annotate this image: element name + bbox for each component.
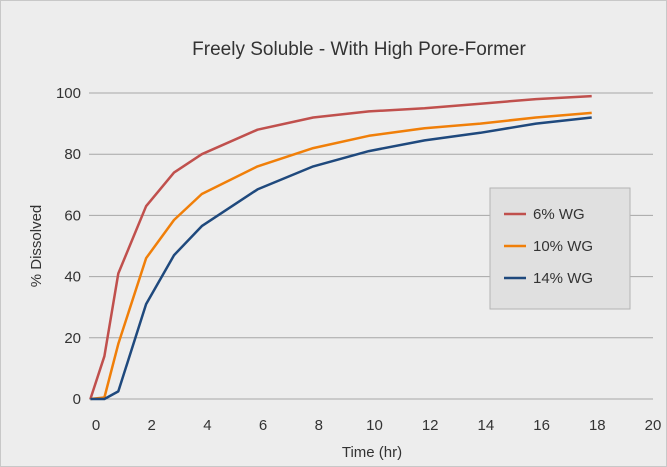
legend-label: 14% WG xyxy=(533,270,593,287)
chart-title: Freely Soluble - With High Pore-Former xyxy=(192,39,526,60)
y-tick-label: 100 xyxy=(56,85,81,102)
y-tick-label: 0 xyxy=(73,391,81,408)
y-tick-label: 80 xyxy=(64,146,81,163)
series-lines xyxy=(89,94,592,401)
x-tick-label: 14 xyxy=(478,417,495,434)
x-axis-ticks: 0 2 4 6 8 10 12 14 16 18 20 xyxy=(92,417,662,434)
x-axis-label: Time (hr) xyxy=(342,444,402,461)
y-tick-label: 40 xyxy=(64,269,81,286)
x-tick-label: 6 xyxy=(259,417,267,434)
legend-label: 10% WG xyxy=(533,238,593,255)
legend-box xyxy=(489,187,631,310)
x-tick-label: 10 xyxy=(366,417,383,434)
x-tick-label: 0 xyxy=(92,417,100,434)
y-axis-ticks: 0 20 40 60 80 100 xyxy=(56,85,81,408)
y-tick-label: 20 xyxy=(64,330,81,347)
x-tick-label: 12 xyxy=(422,417,439,434)
series-line-2 xyxy=(90,111,592,401)
x-tick-label: 18 xyxy=(589,417,606,434)
x-tick-label: 20 xyxy=(645,417,662,434)
y-axis-label: % Dissolved xyxy=(28,205,45,288)
x-tick-label: 4 xyxy=(203,417,211,434)
legend: 6% WG 10% WG 14% WG xyxy=(489,187,631,310)
x-tick-label: 2 xyxy=(148,417,156,434)
y-tick-label: 60 xyxy=(64,207,81,224)
x-tick-label: 8 xyxy=(315,417,323,434)
x-tick-label: 16 xyxy=(533,417,550,434)
series-line-3 xyxy=(90,116,592,401)
legend-label: 6% WG xyxy=(533,206,585,223)
series-line-1 xyxy=(89,94,592,400)
